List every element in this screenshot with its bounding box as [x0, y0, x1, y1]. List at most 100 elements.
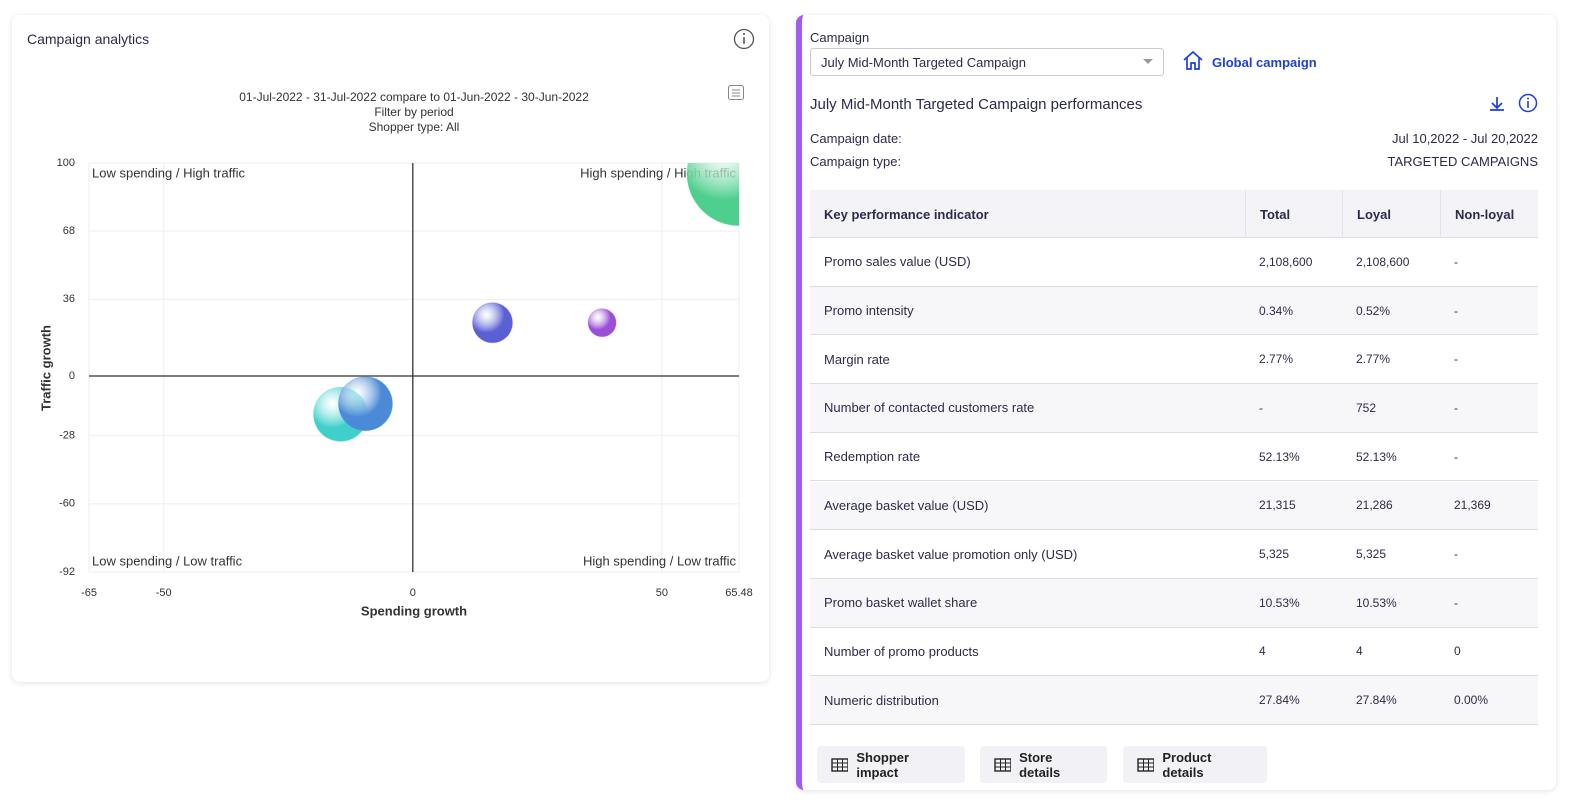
y-tick-label: -60: [59, 498, 75, 510]
campaign-select[interactable]: July Mid-Month Targeted Campaign: [810, 48, 1164, 76]
bubble: [337, 376, 393, 432]
performance-title: July Mid-Month Targeted Campaign perform…: [810, 96, 1143, 113]
y-tick-label: 68: [63, 225, 75, 237]
campaign-label: Campaign: [810, 30, 870, 45]
kpi-name: Number of contacted customers rate: [824, 400, 1035, 416]
table-row: Margin rate 2.77% 2.77% -: [810, 335, 1538, 385]
table-row: Average basket value (USD) 21,315 21,286 21…: [810, 481, 1538, 531]
table-value: 27.84%: [1356, 693, 1397, 708]
table-value: 10.53%: [1259, 595, 1300, 610]
table-value: -: [1259, 400, 1263, 415]
table-row: Redemption rate 52.13% 52.13% -: [810, 432, 1538, 482]
table-value: 5,325: [1259, 547, 1290, 562]
kpi-name: Number of promo products: [824, 643, 979, 659]
date-label: Campaign date:: [810, 131, 902, 146]
table-value: -: [1454, 449, 1458, 464]
table-value: 21,286: [1356, 498, 1393, 513]
table-value: 752: [1356, 400, 1377, 415]
column-header: Loyal: [1342, 190, 1440, 238]
campaign-type: TARGETED CAMPAIGNS: [1387, 154, 1538, 169]
bubble: [472, 302, 514, 344]
info-icon[interactable]: [1518, 93, 1538, 113]
y-tick-label: 0: [69, 370, 75, 382]
table-value: 52.13%: [1356, 449, 1397, 464]
campaign-date: Jul 10,2022 - Jul 20,2022: [1392, 131, 1538, 146]
chart-subtitle: 01-Jul-2022 - 31-Jul-2022 compare to 01-…: [239, 90, 589, 104]
table-row: Numeric distribution 27.84% 27.84% 0.00%: [810, 676, 1538, 725]
x-tick-label: -50: [156, 587, 172, 599]
chart-subtitle: Filter by period: [374, 105, 453, 119]
table-row: Promo sales value (USD) 2,108,600 2,108,60…: [810, 238, 1538, 287]
card-title: Campaign analytics: [27, 31, 150, 47]
table-value: -: [1454, 547, 1458, 562]
table-value: 2,108,600: [1259, 254, 1313, 269]
button-label: Shopper impact: [856, 749, 910, 780]
button-label: Product details: [1162, 749, 1212, 780]
table-row: Promo basket wallet share 10.53% 10.53% -: [810, 578, 1538, 628]
table-value: 2.77%: [1259, 352, 1294, 367]
table-value: -: [1454, 595, 1458, 610]
kpi-name: Promo intensity: [824, 303, 914, 319]
bubble: [587, 308, 617, 338]
table-row: Number of promo products 4 4 0: [810, 627, 1538, 677]
kpi-name: Average basket value (USD): [824, 497, 989, 513]
table-value: 4: [1259, 644, 1266, 659]
table-icon: [831, 757, 849, 772]
kpi-name: Promo sales value (USD): [824, 254, 971, 270]
column-header: Key performance indicator: [824, 206, 989, 222]
table-value: 5,325: [1356, 547, 1387, 562]
column-header: Total: [1245, 190, 1342, 238]
quadrant-label: Low spending / Low traffic: [92, 553, 243, 568]
table-value: 52.13%: [1259, 449, 1300, 464]
table-value: 10.53%: [1356, 595, 1397, 610]
y-tick-label: 100: [57, 157, 75, 169]
info-icon[interactable]: [733, 28, 755, 50]
x-tick-label: -65: [81, 587, 97, 599]
y-tick-label: -92: [59, 566, 75, 578]
table-icon: [994, 757, 1012, 772]
kpi-name: Numeric distribution: [824, 692, 939, 708]
table-value: 0: [1454, 644, 1461, 659]
column-header: Non-loyal: [1440, 190, 1538, 238]
global-campaign-link[interactable]: Global campaign: [1212, 55, 1317, 70]
download-icon[interactable]: [1487, 94, 1507, 114]
table-icon: [1137, 757, 1155, 772]
kpi-name: Redemption rate: [824, 449, 921, 465]
table-value: 0.00%: [1454, 693, 1489, 708]
table-value: -: [1454, 254, 1458, 269]
dropdown-arrow: [1143, 59, 1153, 69]
type-label: Campaign type:: [810, 154, 902, 169]
table-value: 0.52%: [1356, 303, 1391, 318]
menu-icon[interactable]: [727, 84, 745, 102]
x-axis-label: Spending growth: [361, 603, 467, 618]
quadrant-label: Low spending / High traffic: [92, 165, 245, 180]
table-value: 21,315: [1259, 498, 1296, 513]
button-label: Store details: [1019, 749, 1061, 780]
bubble-chart: 01-Jul-2022 - 31-Jul-2022 compare to 01-…: [38, 90, 753, 618]
bubbles: [313, 163, 739, 442]
table-row: Promo intensity 0.34% 0.52% -: [810, 286, 1538, 336]
y-tick-label: 36: [63, 293, 75, 305]
kpi-table: Key performance indicator Total Loyal Non-l…: [810, 190, 1538, 727]
selected-campaign: July Mid-Month Targeted Campaign: [821, 55, 1026, 70]
table-button[interactable]: Product details: [1123, 746, 1267, 783]
table-value: 0.34%: [1259, 303, 1294, 318]
table-value: 2,108,600: [1356, 254, 1410, 269]
x-tick-label: 0: [410, 587, 416, 599]
bubble: [686, 163, 739, 227]
table-button[interactable]: Shopper impact: [817, 746, 965, 783]
home-icon[interactable]: [1181, 49, 1205, 71]
y-tick-label: -28: [59, 430, 75, 442]
table-button[interactable]: Store details: [980, 746, 1107, 783]
x-tick-label: 65.48: [725, 587, 753, 599]
table-value: 21,369: [1454, 498, 1491, 513]
table-value: -: [1454, 352, 1458, 367]
table-value: -: [1454, 303, 1458, 318]
kpi-name: Promo basket wallet share: [824, 595, 978, 611]
table-value: -: [1454, 400, 1458, 415]
table-header: Key performance indicator Total Loyal Non-l…: [810, 190, 1538, 238]
kpi-name: Average basket value promotion only (USD…: [824, 546, 1078, 562]
y-axis-label: Traffic growth: [38, 325, 53, 411]
table-value: 2.77%: [1356, 352, 1391, 367]
